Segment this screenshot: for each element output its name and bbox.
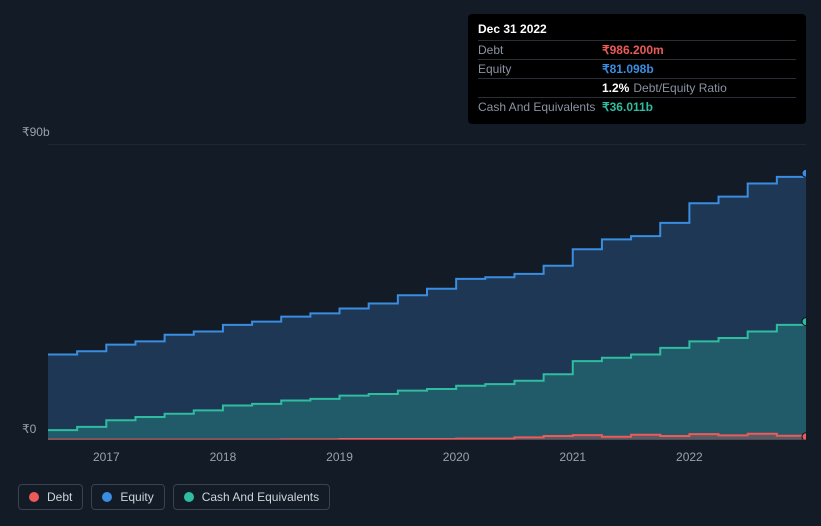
tooltip-debt-value: ₹986.200m <box>602 43 664 57</box>
tooltip-debt-label: Debt <box>478 43 602 57</box>
x-axis: 2017 2018 2019 2020 2021 2022 <box>48 450 806 470</box>
tooltip-ratio-lbl: Debt/Equity Ratio <box>633 81 726 95</box>
legend-equity[interactable]: Equity <box>91 484 164 510</box>
cash-swatch-icon <box>184 492 194 502</box>
tooltip-row-equity: Equity ₹81.098b <box>478 59 796 78</box>
tooltip-date: Dec 31 2022 <box>478 22 796 40</box>
tooltip-ratio: 1.2% Debt/Equity Ratio <box>602 81 727 95</box>
legend-debt[interactable]: Debt <box>18 484 83 510</box>
x-tick-2022: 2022 <box>676 450 703 464</box>
equity-swatch-icon <box>102 492 112 502</box>
tooltip-row-debt: Debt ₹986.200m <box>478 40 796 59</box>
tooltip-cash-label: Cash And Equivalents <box>478 100 602 114</box>
tooltip-cash-value: ₹36.011b <box>602 100 653 114</box>
chart-legend: Debt Equity Cash And Equivalents <box>18 484 330 510</box>
area-chart-svg <box>48 144 806 440</box>
x-tick-2021: 2021 <box>559 450 586 464</box>
legend-cash[interactable]: Cash And Equivalents <box>173 484 330 510</box>
y-tick-0: ₹0 <box>22 422 36 436</box>
x-tick-2017: 2017 <box>93 450 120 464</box>
legend-label-cash: Cash And Equivalents <box>202 490 319 504</box>
chart-plot-area[interactable] <box>48 144 806 440</box>
y-tick-90: ₹90b <box>22 125 50 139</box>
debt-end-marker <box>802 433 806 440</box>
x-tick-2018: 2018 <box>210 450 237 464</box>
tooltip-row-cash: Cash And Equivalents ₹36.011b <box>478 97 796 116</box>
tooltip-equity-label: Equity <box>478 62 602 76</box>
tooltip-ratio-label-empty <box>478 81 602 95</box>
legend-label-equity: Equity <box>120 490 153 504</box>
tooltip-ratio-pct: 1.2% <box>602 81 629 95</box>
debt-swatch-icon <box>29 492 39 502</box>
equity-end-marker <box>802 169 806 177</box>
x-tick-2020: 2020 <box>443 450 470 464</box>
tooltip-equity-value: ₹81.098b <box>602 62 654 76</box>
legend-label-debt: Debt <box>47 490 72 504</box>
tooltip-row-ratio: 1.2% Debt/Equity Ratio <box>478 78 796 97</box>
x-tick-2019: 2019 <box>326 450 353 464</box>
cash-end-marker <box>802 318 806 326</box>
chart-tooltip: Dec 31 2022 Debt ₹986.200m Equity ₹81.09… <box>468 14 806 124</box>
